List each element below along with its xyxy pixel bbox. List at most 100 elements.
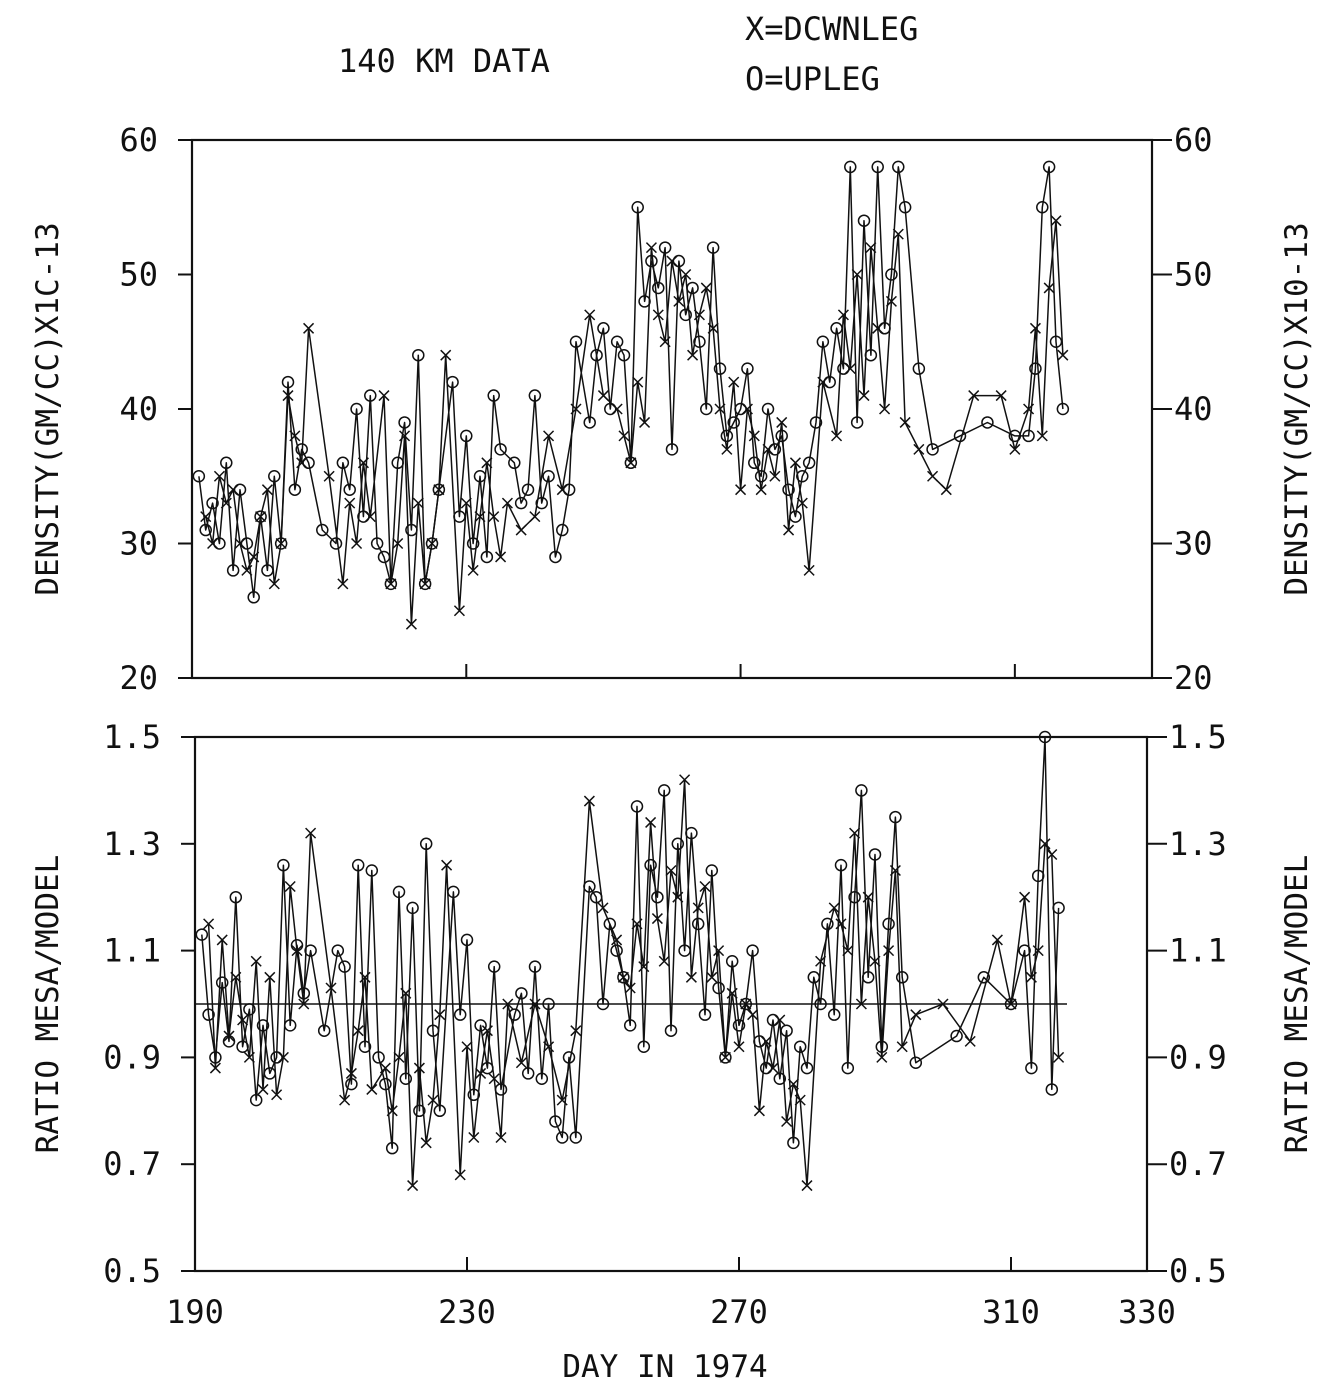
series-line <box>201 736 1060 1149</box>
data-point-downleg <box>769 470 781 482</box>
data-point-upleg <box>192 470 206 483</box>
data-point-upleg <box>816 335 830 348</box>
data-point-upleg <box>338 960 351 973</box>
data-point-upleg <box>834 858 848 872</box>
data-point-downleg <box>733 1041 745 1053</box>
data-point-upleg <box>256 1019 270 1032</box>
data-point-upleg <box>773 1072 787 1086</box>
data-point-upleg <box>549 1115 562 1128</box>
data-point-upleg <box>508 1008 521 1021</box>
data-point-upleg <box>1052 901 1065 915</box>
data-point-upleg <box>857 214 871 227</box>
data-point-upleg <box>350 402 363 416</box>
data-point-upleg <box>1018 944 1031 957</box>
data-point-upleg <box>1038 730 1052 744</box>
data-point-upleg <box>644 858 657 872</box>
data-point-upleg <box>1004 997 1018 1011</box>
data-point-downleg <box>755 484 767 496</box>
data-point-upleg <box>651 890 664 904</box>
data-point-downleg <box>344 497 356 509</box>
y-tick-label-right: 0.5 <box>1169 1252 1227 1290</box>
data-point-upleg <box>569 335 583 348</box>
data-point-upleg <box>864 348 878 362</box>
data-point-downleg <box>501 497 513 509</box>
data-point-downleg <box>392 537 404 550</box>
data-point-upleg <box>521 1067 535 1080</box>
data-point-upleg <box>446 375 459 389</box>
data-point-upleg <box>528 960 542 973</box>
y-tick-label-right: 30 <box>1174 525 1213 563</box>
y-tick-label-left: 0.7 <box>103 1145 161 1183</box>
data-point-upleg <box>365 864 379 877</box>
data-point-downleg <box>1046 848 1058 861</box>
data-point-upleg <box>892 160 905 174</box>
data-point-downleg <box>1009 443 1021 455</box>
ratio-panel: 0.5 0.5 0.7 0.7 0.9 0.9 1.1 1.1 1.3 1.3 1.5 1.5 190 2… <box>30 718 1315 1385</box>
y-tick-label-right: 1.1 <box>1169 932 1227 970</box>
data-point-downleg <box>352 1025 364 1037</box>
data-point-upleg <box>583 880 596 893</box>
data-point-upleg <box>802 456 816 470</box>
data-point-downleg <box>515 1057 527 1069</box>
data-point-downleg <box>515 524 527 536</box>
data-point-downleg <box>495 1131 507 1144</box>
data-point-downleg <box>543 430 555 442</box>
y-axis-label-left: DENSITY(GM/CC)X1C-13 <box>30 222 66 595</box>
density-panel: 20 20 30 30 40 40 50 50 60 60 DENSITY(GM/CC)X1C-13… <box>30 121 1315 697</box>
data-point-downleg <box>692 902 704 914</box>
data-point-upleg <box>754 470 768 483</box>
y-tick-label-left: 0.9 <box>103 1038 161 1076</box>
data-point-upleg <box>1056 402 1070 416</box>
series-line <box>204 219 1064 625</box>
data-point-downleg <box>323 470 335 482</box>
y-axis-label-right: DENSITY(GM/CC)X10-13 <box>1279 222 1315 595</box>
data-point-downleg <box>995 390 1007 402</box>
data-point-upleg <box>871 160 884 174</box>
data-point-upleg <box>226 564 240 577</box>
data-point-upleg <box>460 429 473 443</box>
data-point-upleg <box>977 971 991 984</box>
data-point-upleg <box>1036 201 1049 214</box>
data-point-upleg <box>848 890 861 904</box>
data-point-downleg <box>991 934 1003 946</box>
legend-downleg: X=DCWNLEG <box>745 10 918 48</box>
data-point-upleg <box>474 1019 487 1032</box>
data-point-upleg <box>868 848 882 861</box>
data-point-upleg <box>288 483 302 496</box>
data-point-upleg <box>556 523 569 537</box>
data-point-upleg <box>562 1051 576 1064</box>
data-point-upleg <box>766 1013 780 1027</box>
data-point-downleg <box>216 934 228 946</box>
series-upleg <box>195 730 1065 1155</box>
data-point-upleg <box>657 784 671 797</box>
y-tick-label-right: 40 <box>1174 390 1213 428</box>
data-point-downleg <box>940 484 952 496</box>
data-point-downleg <box>337 578 349 590</box>
data-point-downleg <box>461 1041 473 1053</box>
data-point-upleg <box>385 1141 399 1155</box>
x-tick-label: 310 <box>982 1293 1040 1331</box>
data-point-upleg <box>277 858 290 872</box>
data-point-upleg <box>268 470 281 483</box>
data-point-upleg <box>249 1093 263 1107</box>
y-tick-label-right: 60 <box>1174 121 1213 159</box>
data-point-upleg <box>759 1061 773 1075</box>
data-point-downleg <box>393 1051 405 1063</box>
data-point-upleg <box>377 550 391 564</box>
data-point-downleg <box>203 918 215 930</box>
data-point-upleg <box>480 550 494 564</box>
data-point-upleg <box>885 268 898 281</box>
data-point-upleg <box>426 1024 440 1037</box>
data-point-upleg <box>844 160 857 174</box>
data-point-downleg <box>284 880 296 893</box>
data-point-downleg <box>639 416 651 428</box>
y-tick-label-right: 0.9 <box>1169 1038 1227 1076</box>
data-point-downleg <box>502 998 514 1010</box>
data-point-downleg <box>876 1051 888 1063</box>
data-point-upleg <box>302 456 315 470</box>
data-point-downleg <box>679 774 691 786</box>
data-point-downleg <box>783 524 795 536</box>
data-point-upleg <box>494 443 507 456</box>
data-point-upleg <box>739 997 753 1011</box>
data-point-upleg <box>789 510 802 523</box>
